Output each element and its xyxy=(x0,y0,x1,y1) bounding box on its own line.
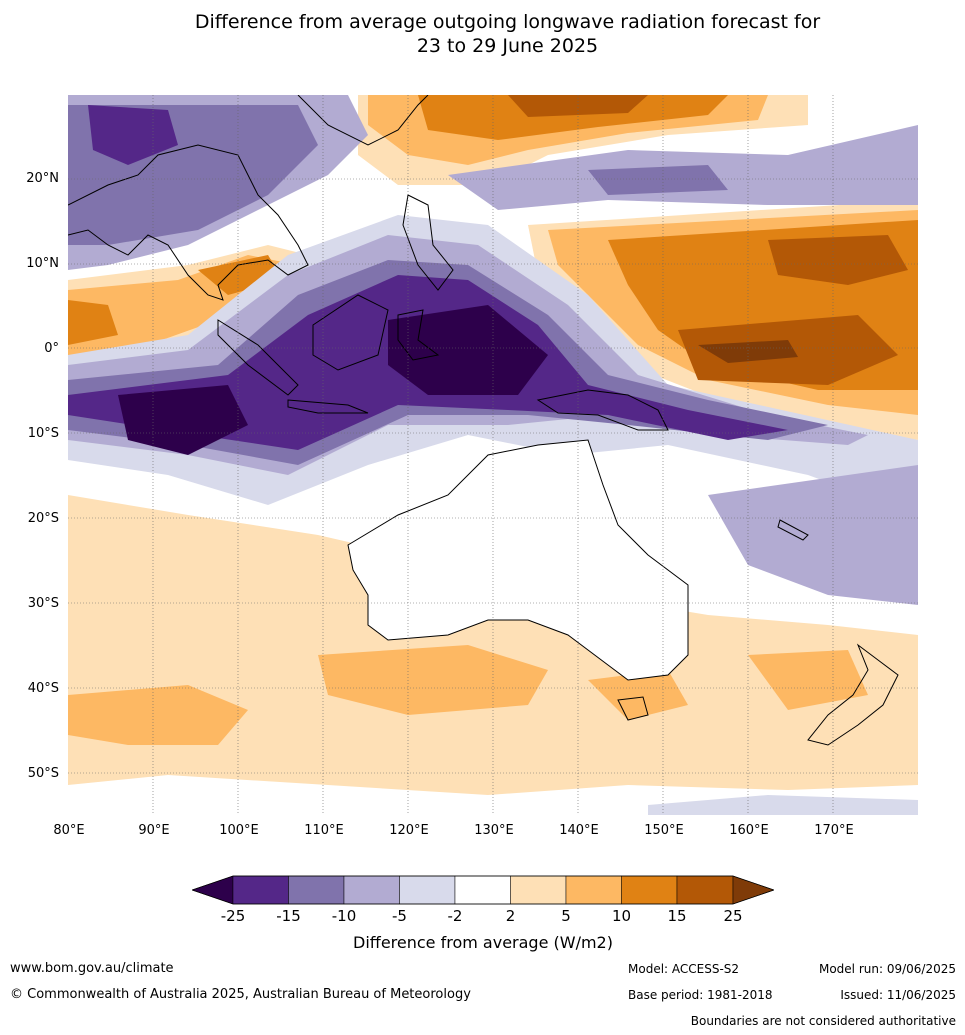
map-gridlines xyxy=(68,95,918,815)
lat-label-20n: 20°N xyxy=(26,171,59,186)
lat-label-10n: 10°N xyxy=(26,256,59,271)
lat-label-50s: 50°S xyxy=(27,766,59,781)
java-coastline xyxy=(287,399,369,414)
philippines-coastline xyxy=(402,194,454,291)
colorbar-tick-label: 10 xyxy=(611,907,632,925)
lat-label-40s: 40°S xyxy=(27,681,59,696)
map-title: Difference from average outgoing longwav… xyxy=(0,10,965,58)
title-line-2: 23 to 29 June 2025 xyxy=(416,35,599,57)
colorbar-tick-label: 15 xyxy=(667,907,687,925)
sulawesi-coastline xyxy=(397,309,440,361)
colorbar xyxy=(192,875,774,905)
lon-label-100e: 100°E xyxy=(219,823,259,838)
anomaly-zone-north-pacific-orange-strong xyxy=(418,95,728,140)
lat-label-10s: 10°S xyxy=(27,426,59,441)
footer-copyright: © Commonwealth of Australia 2025, Austra… xyxy=(10,987,471,1002)
lon-label-90e: 90°E xyxy=(138,823,170,838)
colorbar-outline xyxy=(192,875,774,905)
colorbar-tick-label: -2 xyxy=(447,907,463,925)
colorbar-tick-label: 5 xyxy=(561,907,571,925)
lon-label-130e: 130°E xyxy=(474,823,514,838)
map-panel xyxy=(68,95,918,815)
colorbar-swatch-below xyxy=(192,875,234,905)
colorbar-label: Difference from average (W/m2) xyxy=(353,933,613,952)
lon-label-140e: 140°E xyxy=(559,823,599,838)
colorbar-swatch-1 xyxy=(232,875,289,905)
colorbar-swatch-5 xyxy=(454,875,511,905)
colorbar-swatch-7 xyxy=(565,875,622,905)
title-line-1: Difference from average outgoing longwav… xyxy=(194,11,821,33)
colorbar-tick-label: -10 xyxy=(331,907,357,925)
australia-coastline xyxy=(347,439,689,681)
anomaly-zone-north-pacific-orange-max xyxy=(508,95,648,117)
anomaly-zone-southern-ocean-mid-2 xyxy=(318,645,548,715)
colorbar-tick-label: -15 xyxy=(276,907,301,925)
colorbar-swatch-above xyxy=(732,875,774,905)
anomaly-zone-west-pacific-extreme xyxy=(698,340,798,363)
colorbar-swatch-4 xyxy=(399,875,456,905)
olr-anomaly-map xyxy=(68,95,918,815)
anomaly-zone-southern-ocean-mid-1 xyxy=(68,685,248,745)
lon-label-110e: 110°E xyxy=(304,823,344,838)
footer-model-run: Model run: 09/06/2025 xyxy=(818,962,956,976)
sumatra-coastline xyxy=(217,319,299,396)
footer-base-period: Base period: 1981-2018 xyxy=(628,988,773,1002)
colorbar-swatch-2 xyxy=(288,875,345,905)
tasmania-coastline xyxy=(617,696,649,721)
footer-disclaimer: Boundaries are not considered authoritat… xyxy=(690,1014,956,1028)
lat-label-0: 0° xyxy=(44,341,59,356)
anomaly-zone-south-asia-purple-strong xyxy=(88,105,178,165)
new-caledonia-coastline xyxy=(777,519,809,541)
lon-label-160e: 160°E xyxy=(729,823,769,838)
colorbar-tick-label: 2 xyxy=(505,907,516,925)
anomaly-zone-north-pacific-purple-mid xyxy=(588,165,728,195)
anomaly-zone-maritime-purple-max xyxy=(388,305,548,395)
colorbar-swatch-8 xyxy=(621,875,678,905)
lon-label-80e: 80°E xyxy=(53,823,85,838)
footer-model: Model: ACCESS-S2 xyxy=(628,962,740,976)
lon-label-150e: 150°E xyxy=(644,823,684,838)
anomaly-zone-far-south-purple xyxy=(648,795,918,815)
anomaly-zone-indian-ocean-purple-max xyxy=(118,385,248,455)
colorbar-tick-label: 25 xyxy=(723,907,743,925)
new-guinea-coastline xyxy=(536,389,669,431)
colorbar-swatch-3 xyxy=(343,875,400,905)
anomaly-zone-south-pacific-purple xyxy=(708,465,918,605)
lon-label-120e: 120°E xyxy=(389,823,429,838)
colorbar-swatch-9 xyxy=(676,875,734,905)
colorbar-tick-label: -5 xyxy=(392,907,407,925)
anomaly-zone-southern-ocean-mid-4 xyxy=(748,650,868,710)
footer-issued: Issued: 11/06/2025 xyxy=(840,988,956,1002)
lon-label-170e: 170°E xyxy=(814,823,854,838)
anomaly-zone-indian-ocean-orange-strong xyxy=(68,300,118,345)
colorbar-swatch-6 xyxy=(510,875,567,905)
footer-website: www.bom.gov.au/climate xyxy=(10,961,174,976)
borneo-coastline xyxy=(312,294,389,371)
lat-label-30s: 30°S xyxy=(27,596,59,611)
lat-label-20s: 20°S xyxy=(27,511,59,526)
anomaly-zone-west-pacific-max-north xyxy=(768,235,908,285)
colorbar-tick-label: -25 xyxy=(220,907,246,925)
new-zealand-coastline xyxy=(807,643,899,746)
